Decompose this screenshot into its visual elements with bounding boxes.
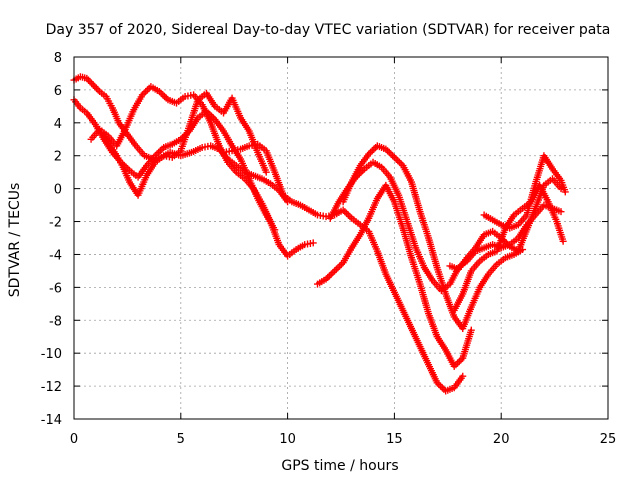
data-point [390, 153, 398, 161]
data-point-fill [341, 208, 349, 216]
data-point-fill [332, 265, 340, 273]
data-point-fill [86, 78, 94, 86]
data-point-fill [454, 359, 462, 367]
ticks-layer: 0 5 10 15 20 25 -14 -12 -10 -8 -6 -4 -2 0 2 4 6 8 [41, 51, 617, 447]
data-point-fill [336, 262, 344, 270]
data-point-fill [327, 270, 335, 278]
data-point [309, 239, 317, 247]
data-point [89, 81, 97, 89]
data-point [561, 188, 569, 196]
data-point-fill [92, 84, 100, 92]
marks-layer [70, 73, 569, 395]
series-9 [446, 175, 565, 273]
grid-layer [74, 57, 608, 419]
y-tick-label: -8 [49, 314, 62, 329]
y-tick-label: 4 [54, 117, 62, 132]
data-point-fill [346, 213, 354, 221]
data-point [459, 372, 467, 380]
data-point-fill [91, 83, 99, 91]
series-5 [220, 140, 467, 395]
data-point-fill [156, 147, 164, 155]
series-4 [100, 89, 270, 199]
data-point-fill [394, 157, 402, 165]
y-tick-label: 2 [54, 150, 62, 165]
y-tick-label: 0 [54, 183, 62, 198]
y-tick-label: -14 [41, 413, 62, 428]
data-point-fill [325, 272, 333, 280]
y-tick-label: 8 [54, 51, 62, 66]
data-point-fill [372, 144, 380, 151]
data-point [331, 267, 339, 275]
x-tick-label: 20 [493, 432, 510, 447]
series-11 [480, 152, 569, 232]
data-point-fill [455, 357, 463, 365]
data-point [467, 326, 475, 334]
data-point-fill [387, 150, 395, 158]
data-point [557, 208, 565, 216]
x-tick-label: 5 [177, 432, 185, 447]
series-7 [339, 142, 527, 332]
data-point-fill [392, 155, 400, 163]
data-point-fill [396, 158, 404, 166]
y-tick-label: -12 [41, 380, 62, 395]
x-axis-title: GPS time / hours [281, 458, 398, 474]
data-point-fill [437, 382, 445, 390]
y-axis-title: SDTVAR / TECUs [7, 183, 23, 298]
chart-title: Day 357 of 2020, Sidereal Day-to-day VTE… [46, 22, 611, 38]
data-point-fill [389, 152, 397, 160]
x-tick-label: 0 [70, 432, 78, 447]
data-point-fill [344, 211, 352, 219]
x-tick-label: 25 [600, 432, 617, 447]
x-tick-label: 15 [386, 432, 403, 447]
x-tick-label: 10 [279, 432, 296, 447]
data-point [262, 168, 270, 176]
data-point-fill [159, 91, 167, 99]
data-point-fill [88, 79, 96, 87]
series-6 [314, 181, 475, 370]
y-tick-label: -4 [49, 248, 62, 263]
data-point-fill [161, 92, 169, 100]
data-point-fill [94, 86, 102, 94]
data-point-fill [142, 88, 150, 96]
plot-frame [73, 56, 609, 420]
y-tick-label: -2 [49, 216, 62, 231]
data-point-fill [385, 148, 393, 156]
data-point-fill [368, 147, 376, 155]
y-tick-label: -10 [41, 347, 62, 362]
y-tick-label: -6 [49, 281, 62, 296]
y-tick-label: 6 [54, 84, 62, 99]
series-2 [70, 96, 279, 234]
data-point-fill [329, 269, 337, 277]
data-point [559, 237, 567, 245]
data-point-fill [440, 385, 448, 393]
data-point-fill [334, 264, 342, 272]
